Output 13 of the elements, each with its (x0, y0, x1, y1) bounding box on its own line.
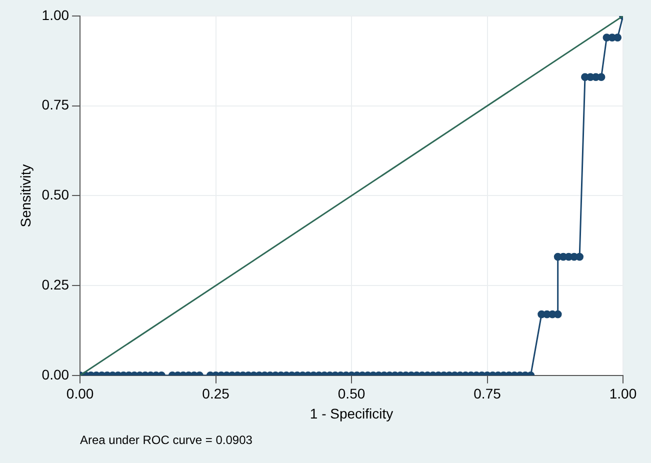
x-tick-label: 0.75 (474, 386, 502, 402)
x-tick-label: 0.25 (202, 386, 230, 402)
y-tick-label: 0.25 (42, 276, 70, 292)
y-tick-label: 1.00 (42, 6, 70, 23)
y-tick-label: 0.50 (42, 186, 70, 203)
x-tick-label: 0.50 (338, 386, 366, 402)
y-tick-label: 0.75 (42, 96, 70, 113)
x-tick-label: 0.00 (66, 386, 94, 402)
y-tick-label: 0.00 (42, 366, 70, 382)
x-tick-label: 1.00 (609, 386, 637, 402)
text: Area under ROC curve = 0.0903 (80, 433, 253, 447)
y-axis-title: Sensitivity (17, 164, 34, 228)
x-axis-title: 1 - Specificity (310, 405, 394, 422)
